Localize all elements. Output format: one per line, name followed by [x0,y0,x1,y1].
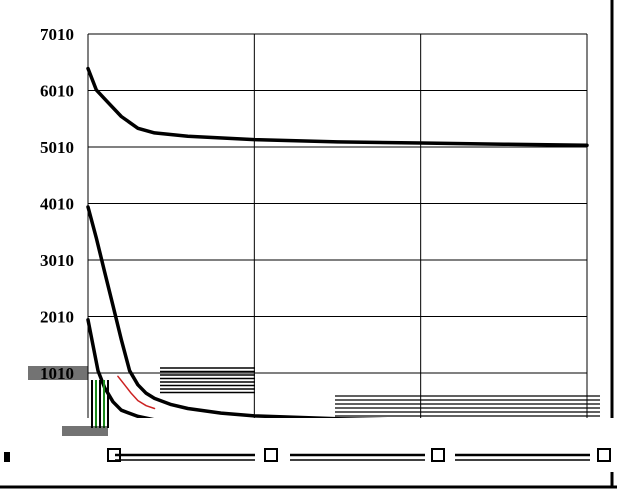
artifact-xglyph-2 [431,448,445,462]
artifact-y-glyph [28,366,88,380]
artifact-xglyph-3 [597,448,611,462]
artifact-white-band [0,418,617,438]
y-tick-label-5: 6010 [40,81,74,100]
series-line-0 [86,66,589,148]
series-line-3 [117,375,156,410]
y-tick-label-6: 7010 [40,25,74,44]
artifact-xglyph-0 [107,448,121,462]
y-tick-label-1: 2010 [40,307,74,326]
y-tick-label-4: 5010 [40,138,74,157]
render-artifacts [0,366,617,472]
y-tick-label-3: 4010 [40,194,74,213]
y-tick-labels: 1010201030104010501060107010 [40,25,74,383]
artifact-xglyph-1 [264,448,278,462]
artifact-left-glyph [4,452,10,462]
artifact-y0-glyph [62,426,108,436]
y-tick-label-2: 3010 [40,251,74,270]
